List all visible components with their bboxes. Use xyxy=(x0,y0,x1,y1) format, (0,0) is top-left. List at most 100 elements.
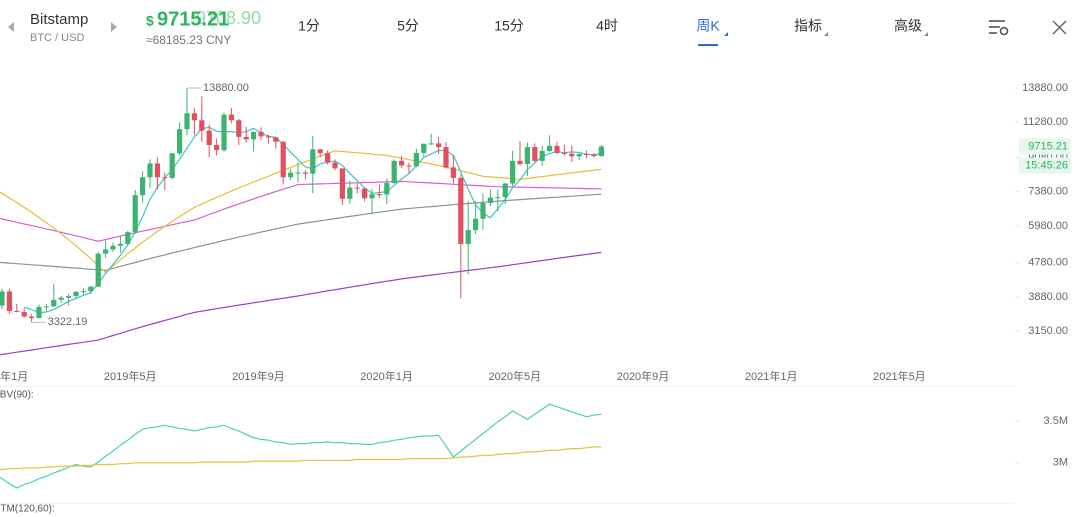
candle-body xyxy=(399,160,405,166)
candle-body xyxy=(473,218,479,231)
candle-body xyxy=(228,114,234,121)
candle-body xyxy=(369,194,375,199)
interval-tab[interactable]: 15分 xyxy=(494,18,524,34)
candle-body xyxy=(251,131,257,140)
candle-body xyxy=(510,160,516,184)
candle-body xyxy=(450,167,456,178)
candle-body xyxy=(465,230,471,244)
exchange-name[interactable]: Bitstamp xyxy=(30,11,88,28)
candle-body xyxy=(576,153,582,157)
candle-body xyxy=(184,113,190,130)
indicator-line xyxy=(0,403,602,489)
candle-body xyxy=(428,143,434,145)
y-tick-label: 4780.00 xyxy=(1028,257,1068,269)
candle-body xyxy=(154,163,160,178)
close-icon[interactable] xyxy=(1052,20,1067,35)
x-tick-label: 2020年5月 xyxy=(489,369,542,383)
candle-body xyxy=(169,153,175,178)
candle-body xyxy=(532,147,538,161)
candle-body xyxy=(295,172,301,174)
indicator-title: OBV(90): xyxy=(0,390,34,401)
interval-tab[interactable]: 周K xyxy=(696,18,720,34)
candle-body xyxy=(339,168,345,199)
candle-body xyxy=(51,299,57,307)
candle-body xyxy=(36,306,42,319)
last-price-box xyxy=(1019,138,1071,155)
previous-price: 9708.90 xyxy=(196,8,261,28)
prev-arrow[interactable] xyxy=(8,22,14,32)
chart-panel: OBV(90): 3.5M 3M xyxy=(0,390,1068,489)
candle-body xyxy=(436,143,442,148)
candle-body xyxy=(443,147,449,168)
candle-body xyxy=(14,310,20,312)
last-time: 15:45:26 xyxy=(1025,159,1068,171)
x-tick-label: 2019年1月 xyxy=(0,369,28,383)
last-time-box xyxy=(1019,157,1071,174)
interval-tabs: 1分 5分 15分 4时 周K 指标 高级 xyxy=(298,18,928,46)
interval-tab[interactable]: 高级 xyxy=(894,18,922,34)
candle-body xyxy=(280,141,286,178)
candle-body xyxy=(273,137,279,142)
y-tick-label: 3880.00 xyxy=(1028,291,1068,303)
indicator-line xyxy=(0,180,602,242)
y-tick-label: 7380.00 xyxy=(1028,185,1068,197)
plot-area: 13880.00 3322.19 2019年1月 2019年5月 2019年9月 2020… xyxy=(0,82,1071,515)
interval-tab[interactable]: 指标 xyxy=(794,18,822,34)
candle-body xyxy=(317,149,323,154)
interval-tab[interactable]: 1分 xyxy=(298,18,320,34)
candle-body xyxy=(539,151,545,161)
candle-body xyxy=(302,172,308,174)
candle-body xyxy=(561,152,567,154)
candle-body xyxy=(191,113,197,121)
settings-icon[interactable] xyxy=(989,20,1009,36)
candle-body xyxy=(221,114,227,151)
dropdown-mark xyxy=(724,32,728,36)
candle-body xyxy=(413,152,419,167)
candle-body xyxy=(517,160,523,165)
x-tick-label: 2021年1月 xyxy=(745,369,798,383)
candle-body xyxy=(177,129,183,154)
currency-symbol: $ xyxy=(146,13,154,29)
y-tick-label: 13880.00 xyxy=(1022,82,1068,94)
y-tick-label: 5980.00 xyxy=(1028,220,1068,232)
high-label: 13880.00 xyxy=(203,82,249,94)
x-tick-label: 2020年9月 xyxy=(617,369,670,383)
current-price: 9715.21 xyxy=(157,8,229,30)
candle-body xyxy=(487,197,493,204)
candle-body xyxy=(147,163,153,178)
indicator-line xyxy=(0,193,602,272)
dropdown-mark xyxy=(924,32,928,36)
candle-body xyxy=(236,120,242,137)
interval-tab[interactable]: 4时 xyxy=(596,18,618,34)
candle-body xyxy=(502,183,508,198)
chart-panel: MTM(120,60): xyxy=(0,504,55,515)
candle-body xyxy=(199,120,205,131)
candle-body xyxy=(125,232,131,244)
candle-body xyxy=(391,160,397,184)
cny-price: ≈68185.23 CNY xyxy=(146,33,231,47)
pair-name: BTC / USD xyxy=(30,32,84,44)
candle-body xyxy=(406,165,412,167)
candle-body xyxy=(325,153,331,163)
candle-body xyxy=(598,146,604,157)
next-arrow[interactable] xyxy=(111,22,117,32)
candle-body xyxy=(310,149,316,174)
candle-body xyxy=(73,291,79,297)
x-tick-label: 2019年9月 xyxy=(232,369,285,383)
candle-body xyxy=(21,311,27,317)
candle-body xyxy=(265,136,271,138)
candle-body xyxy=(0,291,5,306)
chart-panel: 13880.00 3322.19 2019年1月 2019年5月 2019年9月 2020… xyxy=(0,82,1071,383)
candle-body xyxy=(288,172,294,178)
candle-body xyxy=(332,162,338,169)
candle-body xyxy=(58,297,64,300)
candle-body xyxy=(66,296,72,298)
candle-body xyxy=(80,291,86,293)
indicator-title: MTM(120,60): xyxy=(0,504,55,515)
candle-body xyxy=(258,131,264,137)
candle-body xyxy=(243,136,249,140)
interval-tab[interactable]: 5分 xyxy=(397,18,419,34)
candle-body xyxy=(43,306,49,308)
